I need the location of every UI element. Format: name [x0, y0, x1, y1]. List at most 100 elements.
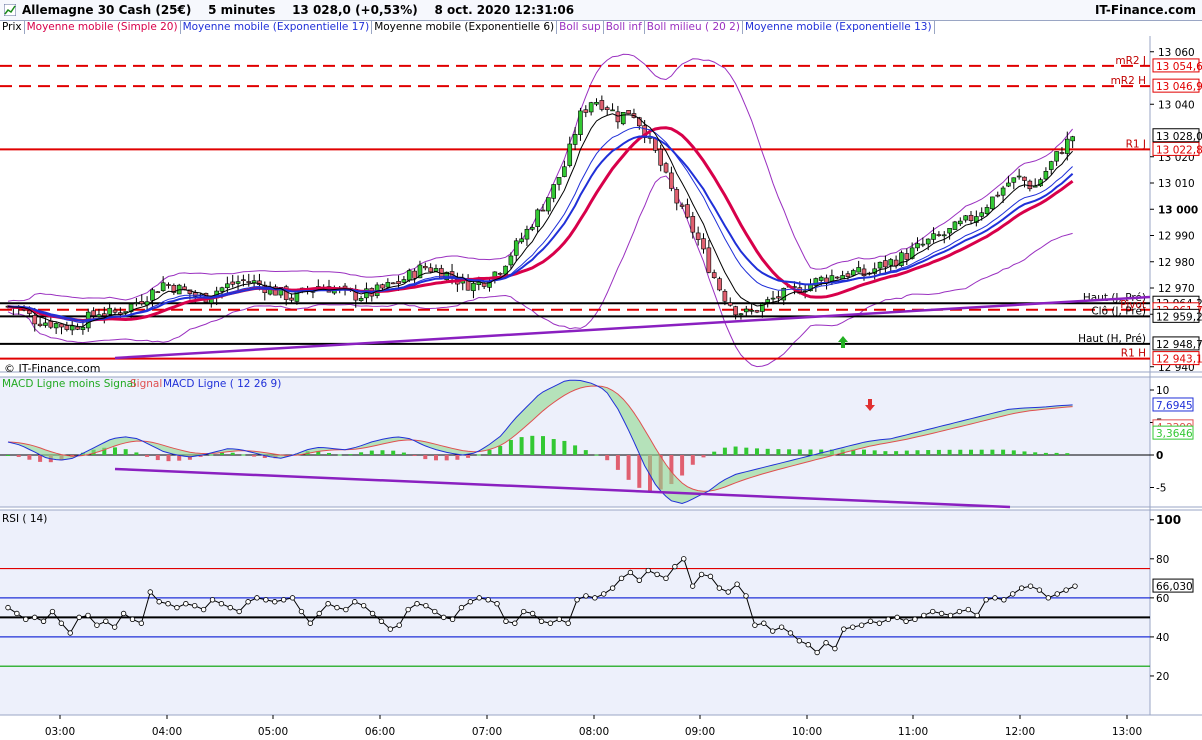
- candle-body: [834, 276, 840, 279]
- candle-body: [856, 267, 861, 273]
- candle-body: [797, 287, 803, 294]
- rsi-point: [503, 618, 509, 624]
- rsi-point: [405, 606, 411, 613]
- x-tick-label-4: 07:00: [472, 726, 502, 738]
- rsi-point: [494, 601, 500, 607]
- rsi-point: [94, 622, 100, 628]
- legend-item-7[interactable]: Moyenne mobile (Exponentielle 13): [743, 20, 935, 34]
- candle-body: [59, 323, 64, 328]
- candle-body: [663, 163, 669, 173]
- price-ytick-label-8: 12 960: [1158, 309, 1195, 321]
- rsi-point: [752, 622, 758, 628]
- candle-body: [631, 113, 637, 118]
- macd-hist-bar: [27, 455, 32, 460]
- rsi-point: [850, 624, 856, 630]
- macd-hist-bar: [1065, 453, 1070, 455]
- macd-hist-bar: [594, 454, 599, 456]
- candle-body: [968, 214, 974, 222]
- candle-body: [556, 177, 562, 185]
- level-value-6: 12 948,7: [1156, 339, 1202, 351]
- candle-body: [567, 143, 573, 166]
- level-box-4: [1152, 302, 1200, 317]
- rsi-point: [307, 620, 314, 626]
- title-bar: Allemagne 30 Cash (25€) 5 minutes 13 028…: [0, 0, 1202, 21]
- macd-hist-bar: [626, 455, 631, 480]
- candle-body: [1000, 187, 1006, 196]
- candle-body: [588, 102, 594, 113]
- candle-body: [396, 281, 401, 285]
- legend-item-4[interactable]: Boll sup: [557, 20, 604, 34]
- candle-body: [620, 112, 626, 125]
- x-tick-label-0: 03:00: [45, 726, 75, 738]
- candle-body: [738, 313, 744, 316]
- macd-hist-bar: [680, 455, 685, 476]
- candle-body: [893, 259, 899, 267]
- legend-item-5[interactable]: Boll inf: [604, 20, 645, 34]
- macd-hist-bar: [765, 448, 770, 455]
- candle-body: [599, 100, 605, 110]
- rsi-point: [298, 608, 305, 615]
- candle-body: [909, 247, 915, 259]
- rsi-point: [316, 610, 322, 617]
- candle-body: [546, 197, 551, 212]
- rsi-point: [289, 595, 296, 601]
- sma20-line: [7, 126, 1074, 323]
- candle-body: [192, 292, 198, 297]
- candle-body: [369, 288, 375, 297]
- legend-item-0[interactable]: Prix: [0, 20, 25, 34]
- candle-body: [267, 286, 273, 295]
- candle-body: [198, 294, 203, 297]
- candles: [5, 95, 1075, 336]
- candle-body: [524, 228, 530, 240]
- legend-item-6[interactable]: Boll milieu ( 20 2): [645, 20, 743, 34]
- candle-body: [1059, 152, 1065, 154]
- candle-body: [48, 320, 54, 328]
- candle-body: [936, 234, 942, 236]
- rsi-point: [1036, 587, 1043, 593]
- macd-hist-bar: [605, 455, 610, 461]
- macd-hist-bar: [797, 449, 802, 455]
- candle-body: [1032, 185, 1038, 188]
- rsi-point: [574, 597, 580, 603]
- candle-body: [947, 228, 952, 234]
- level-box-0: [1152, 58, 1200, 73]
- candle-body: [332, 287, 337, 294]
- candle-body: [251, 280, 257, 284]
- rsi-point: [663, 575, 669, 582]
- macd-hist-bar: [262, 455, 267, 458]
- macd-hist-bar: [359, 452, 364, 455]
- candle-body: [990, 196, 995, 210]
- candle-body: [64, 325, 70, 330]
- rsi-point: [476, 595, 482, 601]
- candle-body: [230, 281, 235, 285]
- macd-ytick-label-3: -5: [1156, 483, 1166, 495]
- rsi-point: [823, 640, 829, 646]
- candle-body: [380, 284, 385, 289]
- legend-item-3[interactable]: Moyenne mobile (Exponentielle 6): [372, 20, 558, 34]
- rsi-point: [903, 618, 909, 624]
- ema17-line: [7, 135, 1074, 322]
- rsi-point: [254, 595, 260, 601]
- legend-item-1[interactable]: Moyenne mobile (Simple 20): [25, 20, 181, 34]
- brand: IT-Finance.com: [1094, 3, 1196, 17]
- candle-body: [818, 276, 824, 281]
- x-tick-label-6: 09:00: [685, 726, 715, 738]
- candle-body: [722, 290, 728, 302]
- macd-hist-bar: [947, 449, 952, 455]
- x-tick-label-7: 10:00: [792, 726, 822, 738]
- legend-item-2[interactable]: Moyenne mobile (Exponentielle 17): [181, 20, 373, 34]
- macd-hist-bar: [487, 449, 492, 455]
- rsi-point: [734, 581, 740, 587]
- rsi-point: [67, 630, 73, 636]
- candle-body: [444, 271, 450, 281]
- candle-body: [289, 297, 294, 301]
- level-name-3: Haut (J, Pré): [1083, 292, 1146, 304]
- macd-hist-bar: [615, 455, 620, 470]
- candle-body: [872, 268, 878, 274]
- candle-body: [925, 238, 931, 245]
- macd-legend-line: MACD Ligne ( 12 26 9): [163, 378, 281, 390]
- macd-hist-bar: [819, 449, 824, 455]
- macd-hist-bar: [123, 449, 128, 455]
- rsi-point: [796, 638, 803, 644]
- rsi-point: [111, 624, 118, 630]
